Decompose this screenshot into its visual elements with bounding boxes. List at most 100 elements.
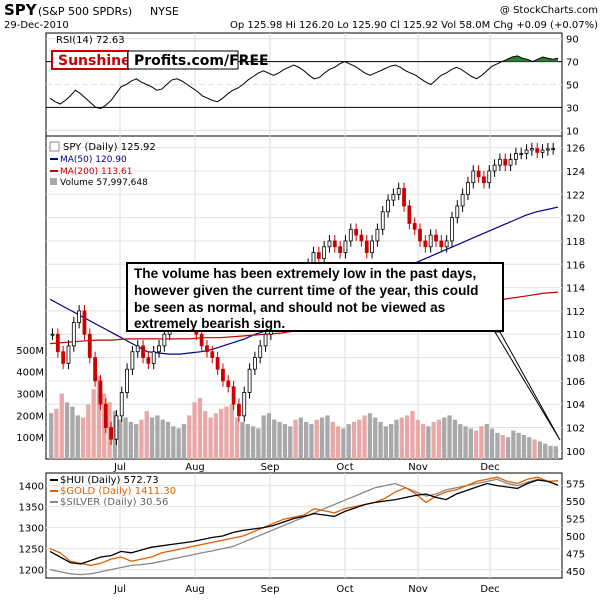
candle-body — [380, 211, 385, 230]
annotation-callout: The volume has been extremely low in the… — [126, 262, 504, 332]
rsi-y-tick: 50 — [566, 81, 579, 92]
candle-body — [455, 205, 460, 219]
volume-y-tick: 200M — [16, 411, 44, 422]
x-tick-label: Sep — [261, 584, 280, 595]
x-tick-label: Oct — [336, 462, 353, 473]
volume-bar — [288, 426, 293, 459]
price-y-tick: 114 — [566, 284, 585, 295]
candle-body — [237, 403, 241, 417]
volume-bar — [293, 419, 298, 459]
volume-bar — [383, 426, 388, 459]
metals-y-tick-left: 1250 — [19, 545, 44, 556]
volume-bar — [54, 408, 59, 459]
price-y-tick: 108 — [566, 354, 585, 365]
candle-body — [513, 153, 518, 160]
volume-bar — [261, 415, 266, 459]
candle-body — [215, 357, 220, 370]
symbol-label: SPY — [4, 1, 38, 19]
volume-bar — [367, 413, 373, 459]
candle-body — [66, 345, 71, 364]
candle-body — [98, 380, 103, 405]
volume-bar — [197, 397, 203, 459]
date-label: 29-Dec-2010 — [4, 20, 69, 31]
silver-line — [49, 478, 559, 576]
candle-body — [439, 240, 444, 248]
volume-bar — [229, 404, 234, 459]
rsi-y-tick: 10 — [566, 126, 579, 137]
candle-body — [354, 228, 359, 236]
candle-body — [157, 345, 161, 353]
x-tick-label: Nov — [408, 462, 428, 473]
volume-bar — [378, 421, 383, 459]
volume-bar — [319, 417, 325, 459]
candle-body — [332, 240, 337, 248]
volume-bar — [458, 424, 463, 459]
volume-bar — [335, 426, 341, 459]
axis-ticks: 90 70 50 30 10 126 124 122 120 118 116 114 112 110 108… — [16, 35, 585, 595]
candle-body — [162, 333, 167, 347]
volume-bar — [436, 419, 442, 459]
volume-bar — [404, 415, 410, 459]
volume-bar — [527, 437, 532, 459]
metals-y-tick-right: 450 — [566, 567, 585, 578]
candle-body — [61, 351, 66, 364]
price-y-tick: 106 — [566, 377, 585, 388]
volume-bar — [474, 430, 479, 459]
price-y-tick: 102 — [566, 424, 585, 435]
volume-bar — [304, 421, 309, 459]
volume-bar — [325, 415, 330, 459]
rsi-overbought-fill — [50, 55, 558, 62]
rsi-line — [49, 55, 559, 110]
candle-body — [87, 333, 92, 358]
volume-bar — [59, 393, 64, 459]
volume-bar — [272, 419, 277, 459]
candle-body — [471, 170, 476, 184]
volume-bar — [298, 417, 303, 459]
metals-y-tick-right: 500 — [566, 532, 585, 543]
x-tick-label: Jul — [113, 462, 126, 473]
legend-silver: $SILVER (Daily) 30.56 — [60, 497, 168, 508]
gold-line — [49, 476, 559, 567]
volume-bar — [362, 415, 367, 459]
volume-bar — [553, 446, 558, 459]
volume-bar — [330, 421, 335, 459]
candle-body — [247, 368, 252, 393]
price-y-tick: 100 — [566, 447, 585, 458]
volume-bar — [452, 419, 458, 459]
volume-bar — [192, 402, 197, 459]
x-tick-label: Jul — [113, 584, 126, 595]
copyright-label: @ StockCharts.com — [500, 5, 598, 16]
candle-body — [402, 188, 406, 207]
candle-body — [391, 193, 396, 201]
volume-bar — [64, 402, 70, 459]
price-y-tick: 120 — [566, 214, 585, 225]
volume-y-tick: 400M — [16, 368, 44, 379]
candle-body — [146, 357, 151, 364]
volume-bar — [187, 415, 192, 459]
candle-body — [434, 234, 438, 242]
x-tick-label: Dec — [480, 584, 499, 595]
candle-body — [210, 351, 215, 358]
volume-bar — [314, 419, 319, 459]
candle-body — [199, 333, 204, 347]
candle-body — [231, 386, 236, 405]
volume-bar — [431, 421, 436, 459]
volume-bar — [171, 426, 176, 459]
legend-volume: Volume 57,997,648 — [60, 178, 148, 188]
candle-body — [545, 148, 550, 151]
volume-bar — [256, 428, 261, 459]
volume-bar — [49, 413, 54, 459]
candle-body — [450, 217, 454, 242]
price-y-tick: 112 — [566, 307, 585, 318]
volume-bar — [341, 428, 346, 459]
volume-bar — [484, 424, 489, 459]
volume-y-tick: 100M — [16, 433, 44, 444]
volume-bar — [505, 437, 511, 459]
volume-bar — [139, 419, 144, 459]
candle-body — [423, 240, 428, 248]
volume-bar — [532, 439, 537, 459]
candle-body — [327, 240, 332, 248]
volume-bar — [70, 406, 75, 459]
candle-body — [221, 368, 225, 382]
metals-y-tick-right: 550 — [566, 497, 585, 508]
